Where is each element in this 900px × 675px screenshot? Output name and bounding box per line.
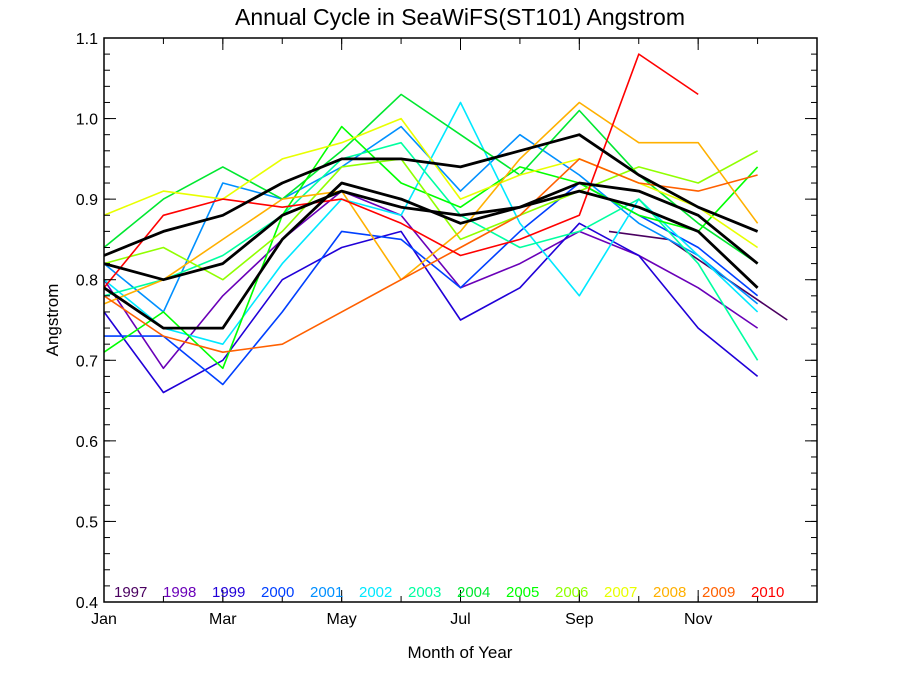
series-line-2009: [103, 158, 758, 354]
legend-entry-2000: 2000: [261, 584, 294, 601]
axes-layer: Jan Mar May Jul Sep Nov 0.4 0.5 0.6 0.7 0.8 0.9 1.0 1…: [76, 31, 818, 628]
y-tick-label: 0.8: [76, 273, 98, 290]
y-tick-label: 0.7: [76, 353, 98, 370]
x-tick-label: May: [327, 611, 357, 628]
series-line-2010: [103, 53, 699, 289]
y-tick-label: 0.9: [76, 192, 98, 209]
legend-entry-2004: 2004: [457, 584, 490, 601]
legend-entry-2008: 2008: [653, 584, 686, 601]
legend-entry-2009: 2009: [702, 584, 735, 601]
legend-entry-2006: 2006: [555, 584, 588, 601]
y-tick-label: 0.5: [76, 514, 98, 531]
series-line-mean-16: [103, 133, 759, 257]
x-tick-label: Jan: [91, 611, 117, 628]
series-layer: [103, 53, 788, 394]
series-line-1998: [103, 190, 759, 370]
legend-entry-2007: 2007: [604, 584, 637, 601]
legend-entry-1997: 1997: [114, 584, 147, 601]
legend-entry-1999: 1999: [212, 584, 245, 601]
y-axis-label: Angstrom: [43, 284, 62, 357]
legend-entry-2001: 2001: [310, 584, 343, 601]
series-line-1997: [608, 230, 788, 321]
series-line-2006: [103, 150, 758, 281]
y-tick-label: 1.0: [76, 112, 98, 129]
legend-entry-2003: 2003: [408, 584, 441, 601]
series-line-mean-15: [103, 181, 759, 282]
x-tick-label: Jul: [450, 611, 470, 628]
legend-entry-2005: 2005: [506, 584, 539, 601]
chart-title: Annual Cycle in SeaWiFS(ST101) Angstrom: [235, 4, 685, 30]
y-tick-label: 1.1: [76, 31, 98, 48]
legend-entry-1998: 1998: [163, 584, 196, 601]
x-tick-label: Nov: [684, 611, 712, 628]
x-tick-label: Mar: [209, 611, 237, 628]
series-line-1999: [103, 222, 759, 394]
series-line-2007: [103, 117, 759, 249]
y-tick-label: 0.4: [76, 595, 98, 612]
series-line-2004: [103, 93, 759, 265]
x-axis-label: Month of Year: [408, 643, 513, 662]
series-line-2005: [103, 125, 759, 370]
x-tick-label: Sep: [565, 611, 594, 628]
legend: 1997 1998 1999 2000 2001 2002 2003 2004 2005 2006…: [114, 584, 784, 601]
legend-entry-2010: 2010: [751, 584, 784, 601]
legend-entry-2002: 2002: [359, 584, 392, 601]
series-line-2008: [103, 101, 759, 305]
y-tick-label: 0.6: [76, 434, 98, 451]
